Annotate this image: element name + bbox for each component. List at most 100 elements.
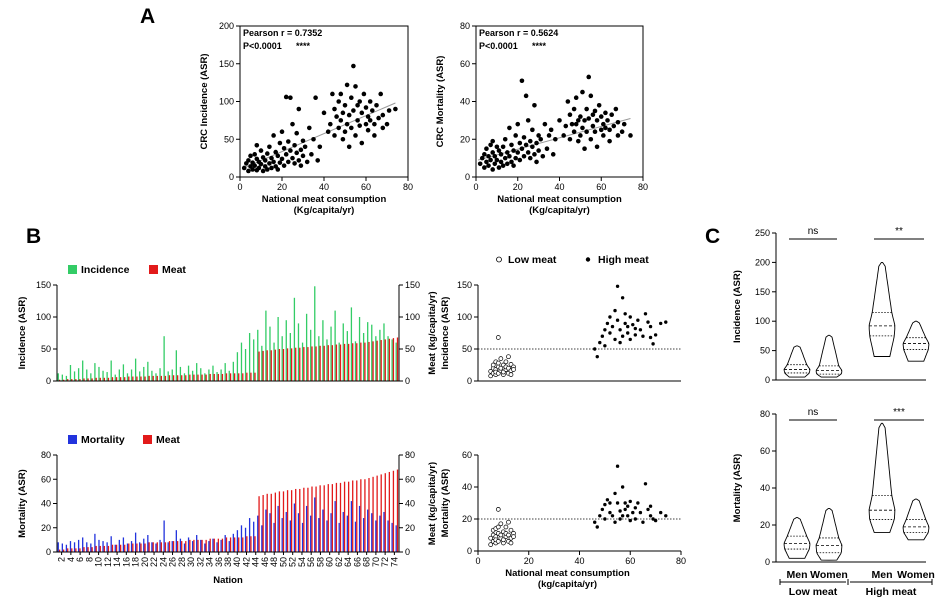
B2-x-tick-label: 48 bbox=[269, 557, 279, 567]
B2-meat-bar bbox=[205, 539, 207, 552]
B3-high-meat-point bbox=[653, 333, 658, 337]
B1-meat-bar bbox=[303, 347, 305, 381]
B1-meat-bar bbox=[136, 376, 138, 381]
A1-point bbox=[393, 106, 398, 112]
A2-point bbox=[530, 127, 535, 133]
A2-point bbox=[588, 93, 594, 99]
B2-meat-bar bbox=[270, 493, 272, 552]
A1-point bbox=[290, 155, 295, 161]
B1-meat-bar bbox=[152, 375, 154, 381]
A1-point bbox=[355, 102, 360, 108]
B1-y-tick-label: 100 bbox=[36, 312, 51, 322]
A1-point bbox=[336, 125, 342, 131]
A2-point bbox=[538, 136, 544, 142]
B1-meat-bar bbox=[189, 374, 191, 381]
B1-incidence-bar bbox=[179, 366, 182, 381]
B4-low-meat-point bbox=[503, 524, 509, 530]
A1-point bbox=[262, 158, 268, 163]
A1-point bbox=[252, 163, 257, 168]
C2-y-tick-label: 80 bbox=[760, 409, 770, 419]
A2-point bbox=[488, 142, 493, 148]
B2-x-tick-label: 22 bbox=[149, 557, 159, 567]
A1-point bbox=[332, 133, 337, 138]
B4-high-meat-point bbox=[646, 507, 650, 512]
B2-meat-bar bbox=[335, 482, 338, 552]
B4-high-meat-point bbox=[651, 517, 655, 521]
A1-point bbox=[361, 91, 367, 97]
A1-point bbox=[271, 133, 276, 138]
A2-point bbox=[509, 142, 514, 148]
B2-mortality-bar bbox=[159, 539, 161, 552]
B2-mortality-bar bbox=[167, 542, 169, 552]
B1-incidence-bar bbox=[350, 307, 353, 381]
B4-high-meat-point bbox=[628, 518, 632, 523]
A2-point bbox=[586, 74, 592, 80]
A1-point bbox=[365, 114, 371, 119]
A1-point bbox=[351, 63, 356, 69]
A1-point bbox=[311, 136, 316, 142]
B1-meat-bar bbox=[233, 373, 236, 381]
B2-mortality-bar bbox=[269, 513, 271, 552]
A2-point bbox=[484, 159, 489, 165]
B1-meat-bar bbox=[181, 375, 183, 381]
A2-point bbox=[601, 121, 606, 127]
B4-high-meat-point bbox=[618, 509, 622, 513]
B2-meat-bar bbox=[274, 492, 277, 552]
A2-point bbox=[628, 133, 633, 138]
A1-point bbox=[309, 152, 314, 157]
A1-point bbox=[265, 167, 270, 172]
A1-x-axis-title: National meat consumption (Kg/capita/yr) bbox=[262, 194, 387, 216]
A1-point bbox=[286, 139, 291, 144]
B1-meat-bar bbox=[270, 350, 272, 381]
B1-incidence-bar bbox=[314, 286, 316, 381]
A1-point bbox=[342, 102, 348, 108]
B2-y-tick-label: 0 bbox=[46, 547, 51, 557]
A2-point bbox=[594, 144, 600, 150]
A1-point bbox=[340, 110, 346, 116]
B1-meat-bar bbox=[205, 374, 207, 381]
A2-point bbox=[482, 152, 487, 157]
A1-point bbox=[372, 133, 377, 138]
B2-mortality-bar bbox=[273, 522, 275, 552]
B1-incidence-bar bbox=[395, 342, 397, 381]
B2-meat-bar bbox=[172, 541, 175, 552]
A2-y-tick-label: 20 bbox=[460, 134, 470, 144]
B2-x-tick-label: 44 bbox=[251, 557, 261, 567]
C1-comparison-label: ns bbox=[808, 226, 819, 237]
B2-mortality-bar bbox=[277, 505, 279, 552]
A1-point bbox=[283, 152, 289, 157]
B1-incidence-bar bbox=[102, 370, 104, 381]
A1-point bbox=[346, 144, 352, 150]
B1-meat-bar bbox=[99, 377, 101, 381]
B3-y-tick-label: 100 bbox=[457, 312, 472, 322]
B1-y2-tick-label: 100 bbox=[405, 312, 420, 322]
B1-meat-bar bbox=[347, 343, 350, 381]
B1-incidence-bar bbox=[98, 366, 100, 381]
A2-point bbox=[615, 119, 621, 125]
B1-meat-bar bbox=[266, 350, 268, 381]
B3-high-meat-point bbox=[659, 321, 663, 326]
A2-point bbox=[527, 155, 533, 161]
B2-meat-bar bbox=[347, 481, 350, 552]
B2-x-tick-label: 50 bbox=[278, 557, 288, 567]
B4-high-meat-point bbox=[615, 501, 620, 505]
B2-meat-bar bbox=[185, 541, 187, 552]
B2-meat-bar bbox=[396, 469, 399, 552]
B2-meat-bar bbox=[384, 473, 386, 552]
B1-incidence-bar bbox=[297, 323, 300, 381]
B4-high-meat-point bbox=[608, 501, 612, 505]
B1-incidence-bar bbox=[391, 339, 393, 381]
B2-mortality-bar bbox=[391, 522, 393, 552]
B2-meat-bar bbox=[360, 479, 362, 552]
B1-meat-bar bbox=[217, 373, 220, 381]
B1-incidence-bar bbox=[151, 370, 153, 381]
B2-meat-bar bbox=[176, 541, 179, 552]
B1-incidence-bar bbox=[269, 326, 271, 381]
A2-point bbox=[494, 157, 500, 163]
A1-point bbox=[292, 161, 297, 166]
B1-incidence-bar bbox=[159, 368, 161, 381]
A2-point bbox=[530, 144, 535, 150]
B2-meat-bar bbox=[339, 482, 342, 552]
B4-high-meat-point bbox=[631, 510, 635, 515]
B1-y2-tick-label: 50 bbox=[405, 344, 415, 354]
